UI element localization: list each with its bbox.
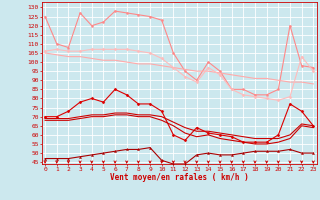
X-axis label: Vent moyen/en rafales ( km/h ): Vent moyen/en rafales ( km/h ) (110, 173, 249, 182)
